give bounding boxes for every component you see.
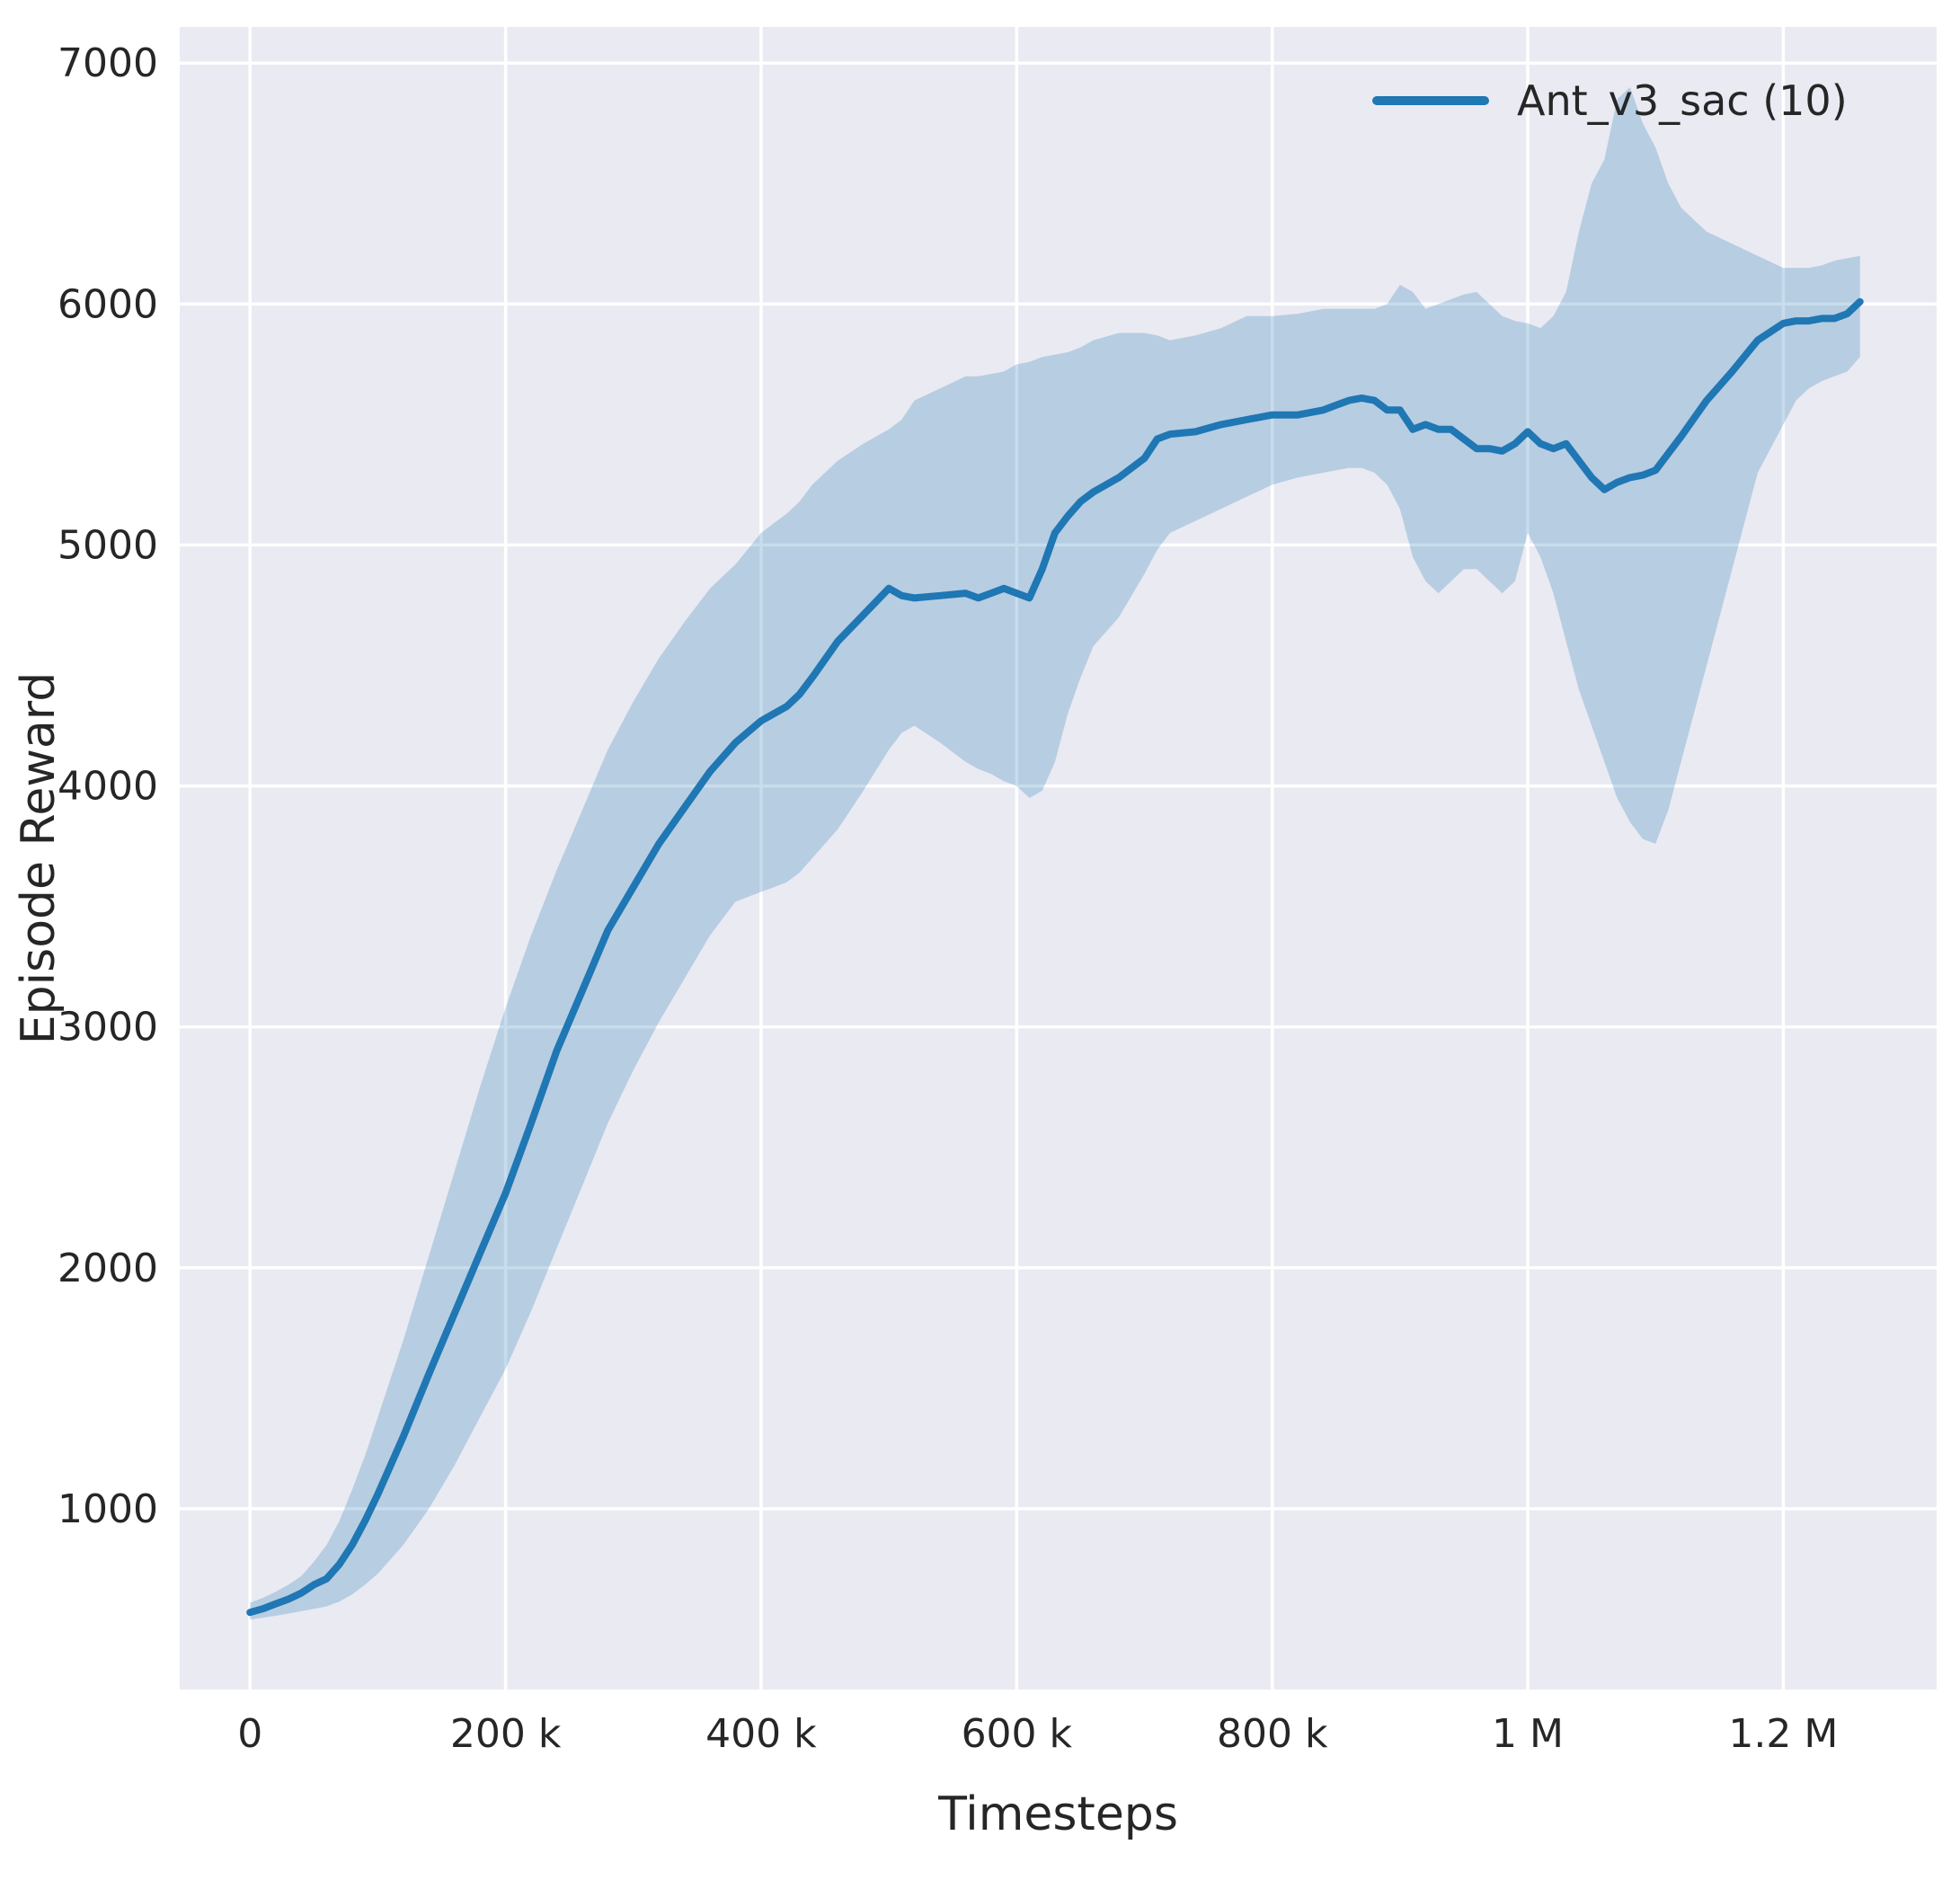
y-axis-label: Episode Reward <box>12 672 66 1044</box>
y-tick-label: 4000 <box>58 764 158 810</box>
x-tick-label: 600 k <box>962 1711 1073 1757</box>
x-tick-label: 800 k <box>1217 1711 1328 1757</box>
y-tick-label: 6000 <box>58 281 158 327</box>
x-tick-label: 1 M <box>1492 1711 1564 1757</box>
x-tick-label: 400 k <box>705 1711 817 1757</box>
y-tick-label: 2000 <box>58 1246 158 1291</box>
mean-line <box>246 297 1864 1617</box>
x-tick-label: 0 <box>237 1711 262 1757</box>
confidence-band <box>250 87 1860 1620</box>
y-tick-label: 1000 <box>58 1486 158 1532</box>
y-tick-label: 3000 <box>58 1005 158 1051</box>
x-tick-label: 200 k <box>450 1711 562 1757</box>
x-axis-label: Timesteps <box>937 1787 1178 1841</box>
y-tick-label: 5000 <box>58 522 158 568</box>
legend-label: Ant_v3_sac (10) <box>1517 76 1848 125</box>
y-tick-label: 7000 <box>58 40 158 86</box>
x-tick-label: 1.2 M <box>1728 1711 1838 1757</box>
